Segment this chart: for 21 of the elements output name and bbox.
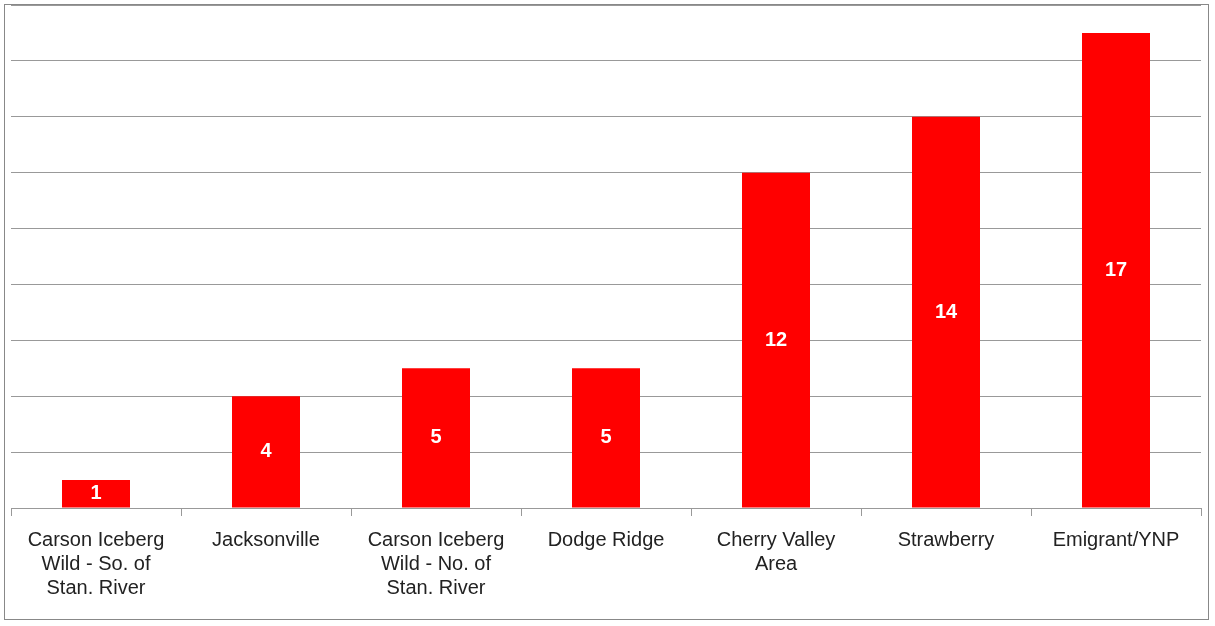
data-label: 4 (260, 439, 273, 462)
data-label: 12 (764, 327, 788, 350)
x-tick-label: Strawberry (897, 527, 995, 550)
data-label: 5 (430, 425, 442, 448)
x-tick-label: Jacksonville (212, 527, 320, 550)
bar (402, 368, 470, 508)
data-label: 5 (600, 425, 612, 448)
x-tick-label: Emigrant/YNP (1052, 527, 1180, 550)
data-label: 14 (934, 299, 958, 322)
x-tick-label: Cherry Valley Area (716, 527, 836, 574)
bar (742, 172, 810, 508)
x-tick-label: Carson Iceberg Wild - No. of Stan. River (367, 527, 505, 598)
bar (912, 116, 980, 508)
bar (1082, 32, 1150, 508)
x-tick-label: Carson Iceberg Wild - So. of Stan. River (27, 527, 165, 598)
bar (232, 396, 300, 508)
data-label: 17 (1104, 257, 1128, 280)
bar (572, 368, 640, 508)
x-tick-label: Dodge Ridge (547, 527, 665, 550)
data-label: 1 (90, 481, 102, 504)
bar (62, 480, 130, 508)
